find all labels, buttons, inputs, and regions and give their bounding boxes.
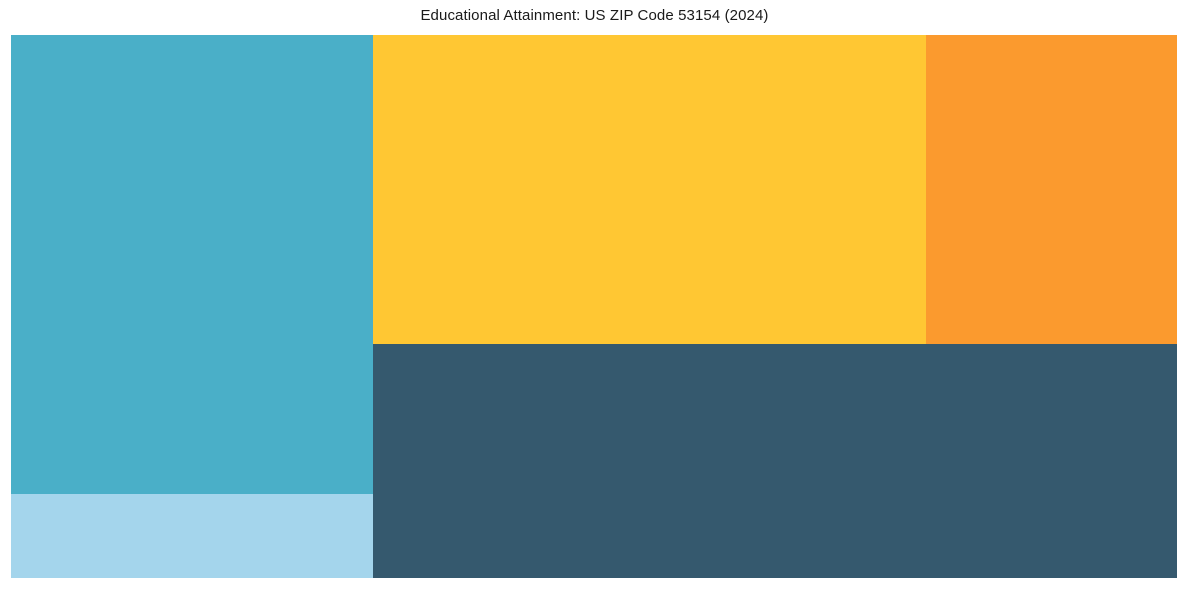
treemap-plot-area: Some College or Associate's Degree 26.2%… (11, 35, 1177, 578)
treemap-tile-bachelors-degree[interactable]: Bachelor's Degree 29.7% (373, 344, 1177, 578)
treemap-tile-some-college[interactable]: Some College or Associate's Degree 26.2% (11, 35, 373, 494)
treemap-tile-less-than-high-school[interactable]: Less than High School 4.8% (11, 494, 373, 578)
treemap-tile-high-school[interactable]: High School Graduate 27.0% (373, 35, 926, 344)
treemap-tile-graduate-degree[interactable]: Graduate or Professional Degree 12.2% (926, 35, 1177, 344)
page-title: Educational Attainment: US ZIP Code 5315… (420, 7, 769, 24)
